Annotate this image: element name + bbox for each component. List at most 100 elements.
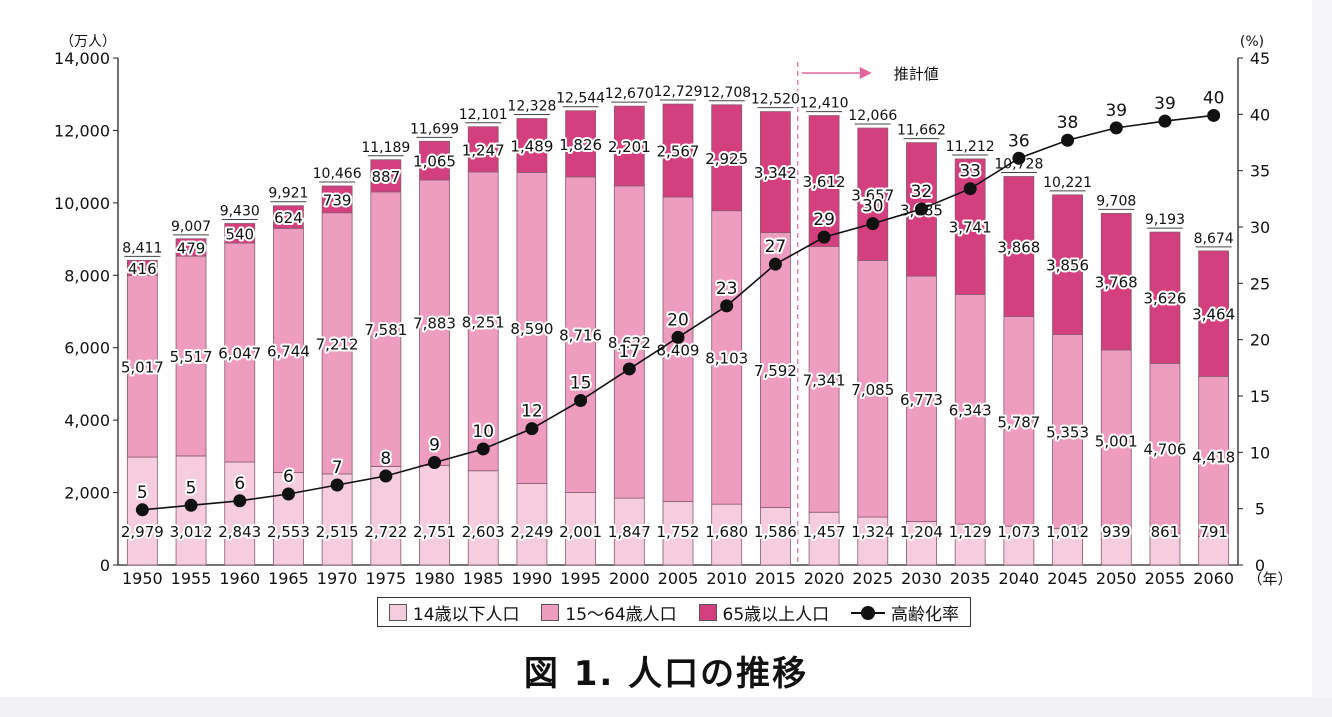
aging-rate-point: [1012, 151, 1026, 165]
left-tick-label: 8,000: [64, 266, 110, 285]
right-tick-label: 45: [1250, 49, 1270, 68]
bar-segment-working: [662, 196, 694, 502]
bar-label-working: 8,622: [608, 334, 651, 352]
x-tick-label: 1995: [560, 569, 601, 588]
x-tick-label: 1960: [219, 569, 260, 588]
bar-label-working: 6,047: [218, 345, 261, 363]
aging-rate-label: 12: [521, 402, 543, 422]
legend-item-rate: 高齢化率: [851, 600, 959, 625]
aging-rate-point: [866, 217, 880, 231]
bar-total-label: 11,189: [361, 140, 410, 156]
bar-segment-working: [126, 275, 158, 458]
bar-label-elderly: 3,612: [803, 173, 846, 191]
bar-label-working: 5,517: [170, 348, 213, 366]
bar-label-working: 7,212: [316, 335, 359, 353]
bar-segment-working: [857, 260, 889, 518]
aging-rate-label: 30: [862, 197, 884, 217]
legend-label-rate: 高齢化率: [891, 604, 960, 625]
projection-label: 推計値: [894, 65, 939, 83]
bar-label-working: 8,251: [462, 313, 505, 331]
bar-label-working: 6,343: [949, 401, 992, 419]
right-tick-label: 40: [1250, 105, 1270, 124]
bar-label-elderly: 2,567: [657, 143, 700, 161]
bar-total-label: 9,007: [171, 219, 211, 235]
bar-label-working: 4,706: [1143, 441, 1186, 459]
left-tick-label: 0: [100, 556, 110, 575]
bar-segment-elderly: [1198, 250, 1230, 377]
aging-rate-point: [184, 498, 198, 512]
bar-label-working: 5,017: [121, 358, 164, 376]
bar-label-young: 2,979: [121, 523, 164, 541]
bar-segment-young: [1052, 527, 1083, 566]
aging-rate-label: 9: [429, 435, 440, 455]
bar-segment-working: [273, 227, 304, 473]
bar-label-elderly: 3,768: [1095, 274, 1138, 292]
right-tick-label: 5: [1255, 500, 1265, 519]
bar-label-young: 1,847: [608, 523, 651, 541]
bar-segment-elderly: [613, 105, 645, 187]
aging-rate-point: [379, 469, 393, 483]
aging-rate-label: 6: [283, 467, 294, 487]
bar-label-elderly: 3,342: [754, 164, 797, 182]
x-tick-label: 2010: [706, 569, 747, 588]
bar-label-young: 1,586: [754, 523, 797, 541]
aging-rate-label: 27: [765, 237, 787, 257]
bar-label-working: 7,883: [413, 315, 456, 333]
aging-rate-label: 8: [380, 449, 391, 469]
bar-label-young: 861: [1151, 523, 1180, 541]
aging-rate-point: [330, 478, 344, 492]
aging-rate-label: 5: [186, 478, 197, 498]
bar-segment-working: [1198, 375, 1230, 537]
aging-rate-label: 39: [1154, 94, 1176, 114]
bar-label-young: 2,553: [267, 523, 310, 541]
bar-total-label: 12,066: [848, 108, 897, 124]
population-chart: 0 2,000 4,000 6,000 8,000 10,000 12,000 14,000 0…: [54, 34, 1292, 588]
bar-segment-working: [467, 171, 499, 472]
bar-segment-young: [1100, 530, 1132, 566]
bar-label-elderly: 540: [225, 225, 254, 243]
bar-label-young: 791: [1199, 523, 1228, 541]
bar-segment-young: [1149, 533, 1181, 566]
bar-segment-young: [516, 483, 548, 566]
bar-label-young: 1,012: [1046, 523, 1089, 541]
bar-label-young: 1,324: [851, 523, 894, 541]
right-tick-label: 25: [1250, 274, 1270, 293]
bar-total-label: 12,328: [507, 99, 556, 115]
bar-segment-elderly: [321, 185, 353, 214]
bar-total-label: 12,520: [751, 92, 800, 108]
aging-rate-label: 29: [813, 210, 835, 230]
right-tick-label: 0: [1255, 556, 1265, 575]
right-tick-label: 10: [1250, 443, 1270, 462]
bar-label-young: 2,515: [316, 523, 359, 541]
bar-segment-elderly: [662, 103, 694, 198]
bar-label-young: 1,073: [997, 523, 1040, 541]
bar-total-label: 9,921: [268, 186, 308, 202]
x-tick-label: 1955: [171, 569, 212, 588]
aging-rate-point: [720, 299, 734, 313]
bar-total-label: 9,193: [1145, 212, 1185, 228]
bar-segment-elderly: [224, 223, 256, 244]
bar-label-young: 2,722: [364, 523, 407, 541]
aging-rate-label: 6: [234, 474, 245, 494]
bar-total-label: 12,670: [605, 86, 654, 102]
left-tick-label: 2,000: [64, 484, 110, 503]
bar-label-working: 5,353: [1046, 423, 1089, 441]
bar-total-label: 12,729: [654, 84, 703, 100]
aging-rate-point: [428, 455, 442, 469]
aging-rate-point: [1158, 114, 1172, 128]
bar-label-elderly: 1,489: [510, 138, 553, 156]
bar-label-elderly: 1,826: [559, 136, 602, 154]
bar-segment-young: [224, 461, 256, 566]
bar-label-elderly: 1,065: [413, 153, 456, 171]
bar-label-elderly: 3,741: [949, 219, 992, 237]
bar-segment-elderly: [808, 115, 840, 247]
aging-rate-label: 23: [716, 279, 738, 299]
x-tick-label: 2005: [658, 569, 699, 588]
bar-segment-young: [321, 473, 353, 566]
bar-label-young: 2,001: [559, 523, 602, 541]
x-tick-label: 2030: [901, 569, 942, 588]
bar-segment-working: [613, 185, 645, 499]
bar-segment-working: [1003, 316, 1035, 527]
x-tick-label: 2060: [1193, 569, 1234, 588]
left-axis-unit: （万人）: [60, 34, 116, 50]
